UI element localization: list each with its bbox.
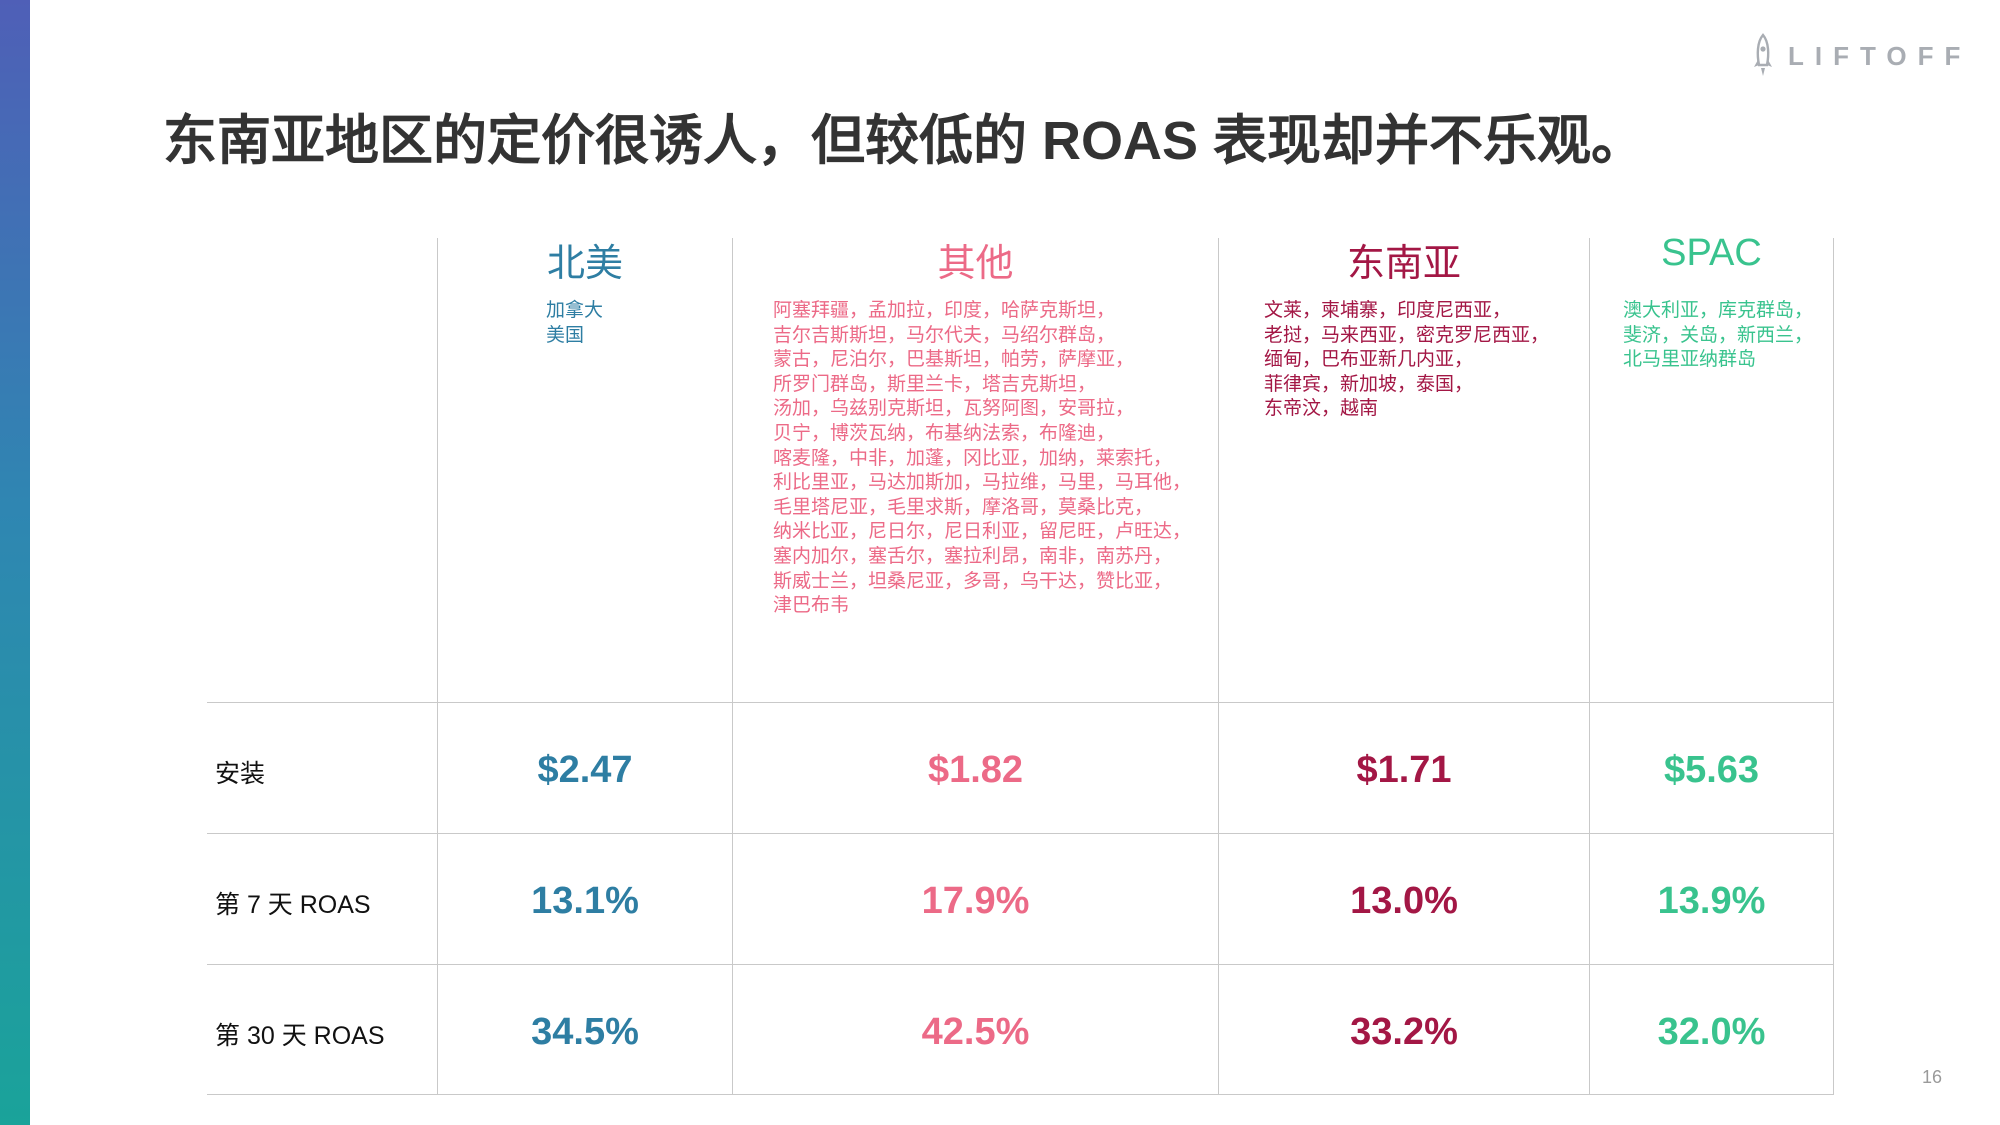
row-divider [207, 833, 1834, 834]
rocket-icon [1754, 33, 1772, 76]
region-header-north-america: 北美 [546, 243, 623, 285]
country-list-spac: 澳大利亚，库克群岛， 斐济，关岛，新西兰， 北马里亚纳群岛 [1623, 300, 1814, 371]
day7-roas-other: 17.9% [921, 880, 1030, 922]
region-header-other: 其他 [937, 243, 1014, 285]
country-list-southeast-asia: 文莱，柬埔寨，印度尼西亚， 老挝，马来西亚，密克罗尼西亚， 缅甸，巴布亚新几内亚… [1264, 300, 1550, 420]
column-divider [1833, 238, 1834, 1094]
day30-roas-spac: 32.0% [1657, 1011, 1766, 1053]
day7-roas-southeast-asia: 13.0% [1350, 880, 1458, 922]
day7-roas-spac: 13.9% [1657, 880, 1766, 922]
region-header-spac: SPAC [1661, 232, 1762, 274]
day30-roas-other: 42.5% [921, 1011, 1030, 1053]
region-header-southeast-asia: 东南亚 [1346, 243, 1461, 285]
row-label-day7-roas: 第 7 天 ROAS [215, 891, 371, 919]
row-divider [207, 702, 1834, 703]
liftoff-logo: LIFTOFF [1752, 32, 1971, 80]
row-divider [207, 1094, 1834, 1095]
accent-side-bar [0, 0, 30, 1125]
day30-roas-southeast-asia: 33.2% [1350, 1011, 1458, 1053]
row-label-install: 安装 [215, 760, 266, 788]
country-list-north-america: 加拿大 美国 [546, 300, 604, 346]
install-cost-spac: $5.63 [1663, 749, 1760, 791]
country-list-other: 阿塞拜疆，孟加拉，印度，哈萨克斯坦， 吉尔吉斯斯坦，马尔代夫，马绍尔群岛， 蒙古… [773, 300, 1192, 617]
logo-wordmark: LIFTOFF [1788, 40, 1972, 71]
row-divider [207, 964, 1834, 965]
install-cost-north-america: $2.47 [537, 749, 633, 791]
day7-roas-north-america: 13.1% [531, 880, 639, 922]
page-number: 16 [1922, 1067, 1943, 1087]
column-divider [1218, 238, 1219, 1094]
install-cost-other: $1.82 [927, 749, 1024, 791]
column-divider [1589, 238, 1590, 1094]
column-divider [437, 238, 438, 1094]
column-divider [732, 238, 733, 1094]
slide-title: 东南亚地区的定价很诱人，但较低的 ROAS 表现却并不乐观。 [163, 111, 1646, 171]
install-cost-southeast-asia: $1.71 [1356, 749, 1452, 791]
day30-roas-north-america: 34.5% [531, 1011, 639, 1053]
row-label-day30-roas: 第 30 天 ROAS [215, 1022, 385, 1050]
